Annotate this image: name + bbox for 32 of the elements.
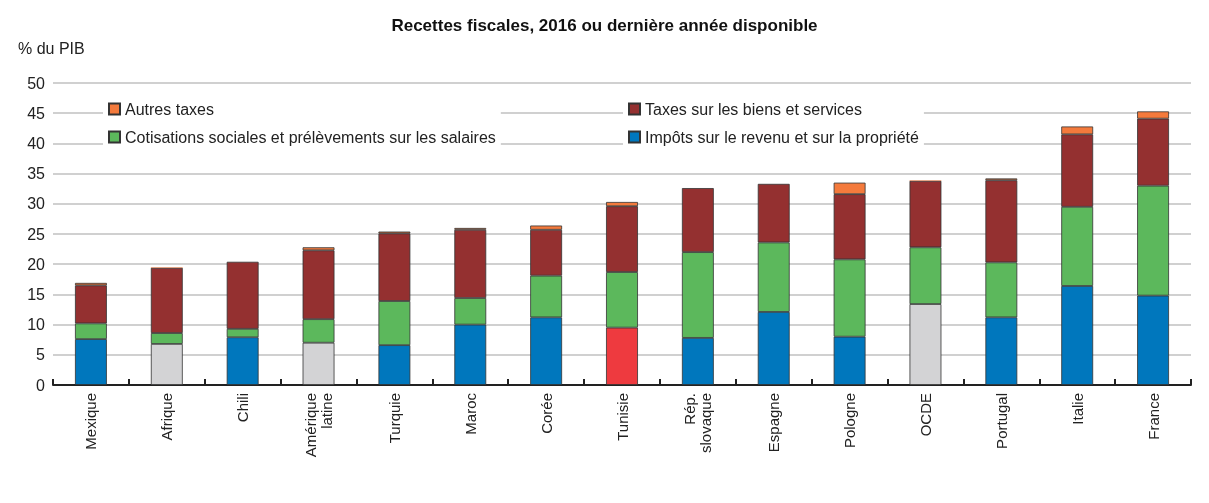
legend-label: Impôts sur le revenu et sur la propriété — [645, 128, 920, 146]
x-tick-label: Mexique — [82, 393, 100, 450]
y-tick-label: 5 — [36, 346, 46, 364]
y-tick-label: 35 — [27, 165, 46, 183]
x-tick-label: Espagne — [765, 393, 783, 453]
x-tick-label: Chili — [234, 393, 252, 423]
y-axis-title: % du PIB — [18, 39, 85, 57]
legend-label: Cotisations sociales et prélèvements sur les salaires — [125, 128, 496, 146]
y-tick-label: 40 — [27, 134, 46, 152]
x-tick-label: France — [1144, 393, 1162, 440]
y-tick-label: 30 — [27, 195, 46, 213]
x-tick-label: Maroc — [461, 392, 479, 435]
chart-title: Recettes fiscales, 2016 ou dernière année disponible — [391, 16, 818, 35]
y-tick-label: 20 — [27, 255, 46, 273]
x-tick-label: Portugal — [992, 393, 1010, 449]
y-tick-label: 50 — [27, 74, 46, 92]
y-tick-label: 45 — [27, 104, 46, 122]
x-tick-label: Rép. slovaque — [681, 393, 715, 454]
y-tick-label: 0 — [36, 376, 46, 394]
y-tick-label: 15 — [27, 285, 46, 303]
x-tick-label: Tunisie — [613, 393, 631, 441]
x-tick-label: Italie — [1068, 393, 1086, 425]
x-tick-label: Amérique latine — [302, 393, 336, 458]
y-tick-label: 25 — [27, 225, 46, 243]
x-tick-label: Afrique — [158, 393, 176, 441]
x-tick-label: Corée — [537, 393, 555, 434]
y-tick-label: 10 — [27, 316, 46, 334]
x-tick-label: Pologne — [841, 393, 859, 449]
x-tick-label: OCDE — [916, 393, 934, 437]
legend-label: Taxes sur les biens et services — [645, 100, 862, 118]
x-tick-label: Turquie — [385, 393, 403, 444]
legend-label: Autres taxes — [125, 100, 214, 118]
